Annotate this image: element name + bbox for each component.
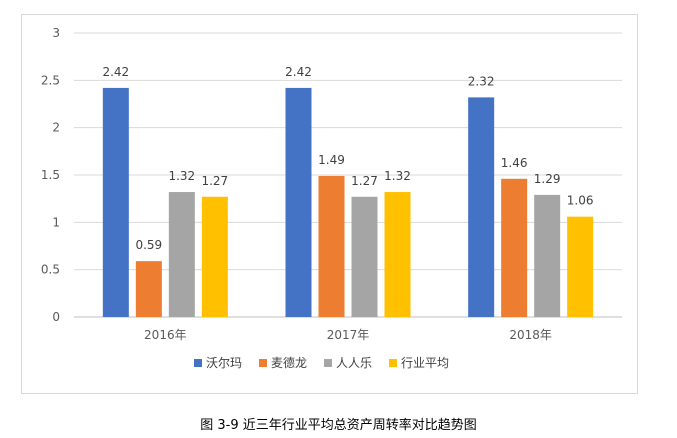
legend-swatch: [389, 359, 397, 367]
data-label: 1.46: [501, 156, 528, 170]
data-label: 1.32: [384, 169, 411, 183]
data-label: 2.42: [102, 65, 129, 79]
bar: [285, 87, 312, 317]
y-tick-label: 2.5: [41, 73, 60, 87]
bar: [318, 175, 345, 317]
bar: [201, 196, 228, 317]
data-label: 0.59: [135, 238, 162, 252]
data-label: 1.06: [567, 194, 594, 208]
x-tick-label: 2017年: [327, 328, 370, 342]
bar: [135, 261, 162, 317]
bar: [534, 194, 561, 317]
y-tick-label: 0: [52, 310, 60, 324]
x-tick-label: 2018年: [509, 328, 552, 342]
data-label: 1.27: [351, 174, 378, 188]
y-tick-label: 1.5: [41, 168, 60, 182]
bar: [168, 192, 195, 317]
bar: [567, 216, 594, 317]
data-label: 1.49: [318, 153, 345, 167]
chart-frame: 0 0.5 1 1.5 2 2.5 3 2.42 0.59 1.32 1.27 2016年 2.42 1.…: [21, 14, 638, 394]
figure-caption: 图 3-9 近三年行业平均总资产周转率对比趋势图: [200, 418, 477, 433]
legend-swatch: [194, 359, 202, 367]
legend-label: 行业平均: [401, 356, 449, 370]
bar: [501, 178, 528, 317]
y-tick-label: 0.5: [41, 263, 60, 277]
legend-label: 人人乐: [336, 356, 372, 370]
data-label: 2.32: [468, 74, 495, 88]
data-label: 1.29: [534, 172, 561, 186]
bar-chart: 0 0.5 1 1.5 2 2.5 3 2.42 0.59 1.32 1.27 2016年 2.42 1.…: [41, 26, 622, 370]
legend-label: 麦德龙: [271, 355, 307, 370]
bar: [384, 192, 411, 317]
data-label: 1.27: [201, 174, 228, 188]
legend-label: 沃尔玛: [206, 355, 242, 370]
legend-swatch: [259, 359, 267, 367]
data-label: 2.42: [285, 65, 312, 79]
y-tick-label: 1: [52, 215, 60, 229]
x-tick-label: 2016年: [144, 328, 187, 342]
data-label: 1.32: [168, 169, 195, 183]
bar: [102, 87, 129, 317]
y-tick-label: 2: [52, 121, 60, 135]
legend-swatch: [324, 359, 332, 367]
bar: [468, 97, 495, 317]
bar: [351, 196, 378, 317]
y-tick-label: 3: [52, 26, 60, 40]
